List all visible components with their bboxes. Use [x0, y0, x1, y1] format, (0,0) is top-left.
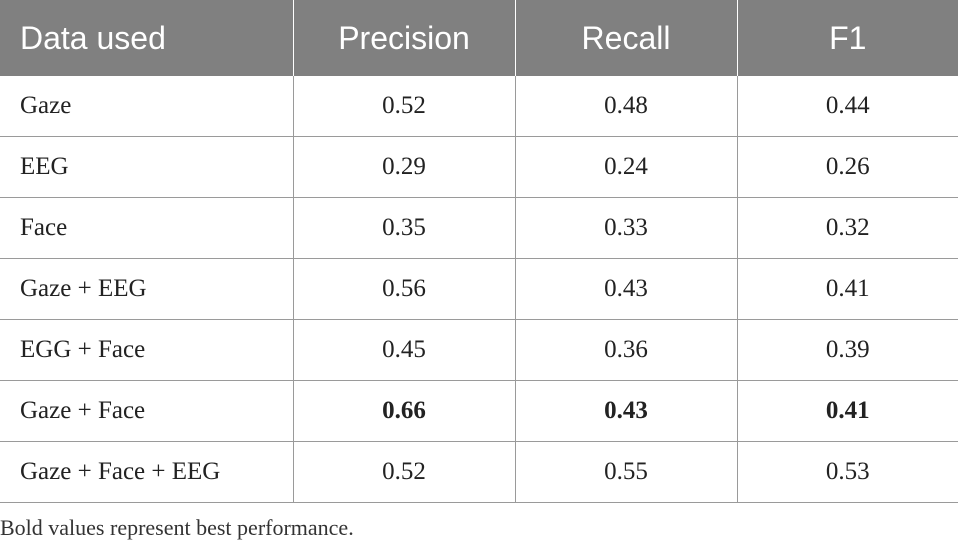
cell-precision: 0.29 — [292, 136, 515, 198]
cell-recall: 0.55 — [514, 441, 737, 503]
cell-precision: 0.52 — [292, 441, 515, 503]
table-row: EGG + Face 0.45 0.36 0.39 — [0, 319, 958, 381]
cell-data-used: Gaze + EEG — [0, 258, 293, 320]
cell-precision: 0.52 — [292, 76, 515, 137]
results-table-container: Data used Precision Recall F1 Gaze 0.52 0.… — [0, 0, 958, 503]
header-f1: F1 — [736, 0, 958, 76]
cell-f1: 0.41 — [736, 258, 958, 320]
cell-f1: 0.32 — [736, 197, 958, 259]
cell-precision: 0.56 — [292, 258, 515, 320]
cell-f1: 0.53 — [736, 441, 958, 503]
table-row: Face 0.35 0.33 0.32 — [0, 197, 958, 259]
table-footnote: Bold values represent best performance. — [0, 515, 354, 540]
table-row: Gaze + EEG 0.56 0.43 0.41 — [0, 258, 958, 320]
table-row: Gaze + Face + EEG 0.52 0.55 0.53 — [0, 441, 958, 503]
cell-f1: 0.41 — [736, 380, 958, 442]
results-table: Data used Precision Recall F1 Gaze 0.52 0.… — [0, 0, 958, 503]
header-recall: Recall — [514, 0, 737, 76]
table-row: Gaze + Face 0.66 0.43 0.41 — [0, 380, 958, 442]
cell-data-used: Gaze + Face + EEG — [0, 441, 293, 503]
cell-recall: 0.24 — [514, 136, 737, 198]
cell-precision: 0.45 — [292, 319, 515, 381]
cell-recall: 0.43 — [514, 380, 737, 442]
header-precision: Precision — [292, 0, 515, 76]
cell-f1: 0.39 — [736, 319, 958, 381]
cell-f1: 0.26 — [736, 136, 958, 198]
table-row: EEG 0.29 0.24 0.26 — [0, 136, 958, 198]
table-row: Gaze 0.52 0.48 0.44 — [0, 76, 958, 137]
header-data-used: Data used — [0, 0, 293, 76]
header-row: Data used Precision Recall F1 — [0, 0, 958, 76]
table-body: Gaze 0.52 0.48 0.44 EEG 0.29 0.24 0.26 Face 0.35 0… — [0, 76, 958, 503]
cell-f1: 0.44 — [736, 76, 958, 137]
table-header: Data used Precision Recall F1 — [0, 0, 958, 76]
cell-recall: 0.48 — [514, 76, 737, 137]
cell-data-used: EGG + Face — [0, 319, 293, 381]
cell-precision: 0.66 — [292, 380, 515, 442]
cell-data-used: Face — [0, 197, 293, 259]
cell-data-used: EEG — [0, 136, 293, 198]
cell-precision: 0.35 — [292, 197, 515, 259]
cell-recall: 0.36 — [514, 319, 737, 381]
cell-recall: 0.43 — [514, 258, 737, 320]
cell-data-used: Gaze — [0, 76, 293, 137]
cell-recall: 0.33 — [514, 197, 737, 259]
cell-data-used: Gaze + Face — [0, 380, 293, 442]
